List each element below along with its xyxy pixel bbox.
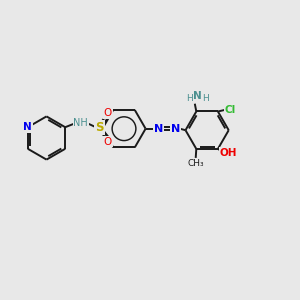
Text: CH₃: CH₃ xyxy=(188,158,204,167)
Text: N: N xyxy=(193,92,202,101)
Text: S: S xyxy=(95,121,104,134)
Text: O: O xyxy=(104,136,112,147)
Text: NH: NH xyxy=(74,118,88,128)
Text: N: N xyxy=(23,122,32,132)
Text: Cl: Cl xyxy=(225,105,236,115)
Text: N: N xyxy=(171,124,180,134)
Text: OH: OH xyxy=(220,148,238,158)
Text: H: H xyxy=(202,94,208,103)
Text: O: O xyxy=(104,108,112,118)
Text: H: H xyxy=(186,94,193,103)
Text: N: N xyxy=(154,124,163,134)
